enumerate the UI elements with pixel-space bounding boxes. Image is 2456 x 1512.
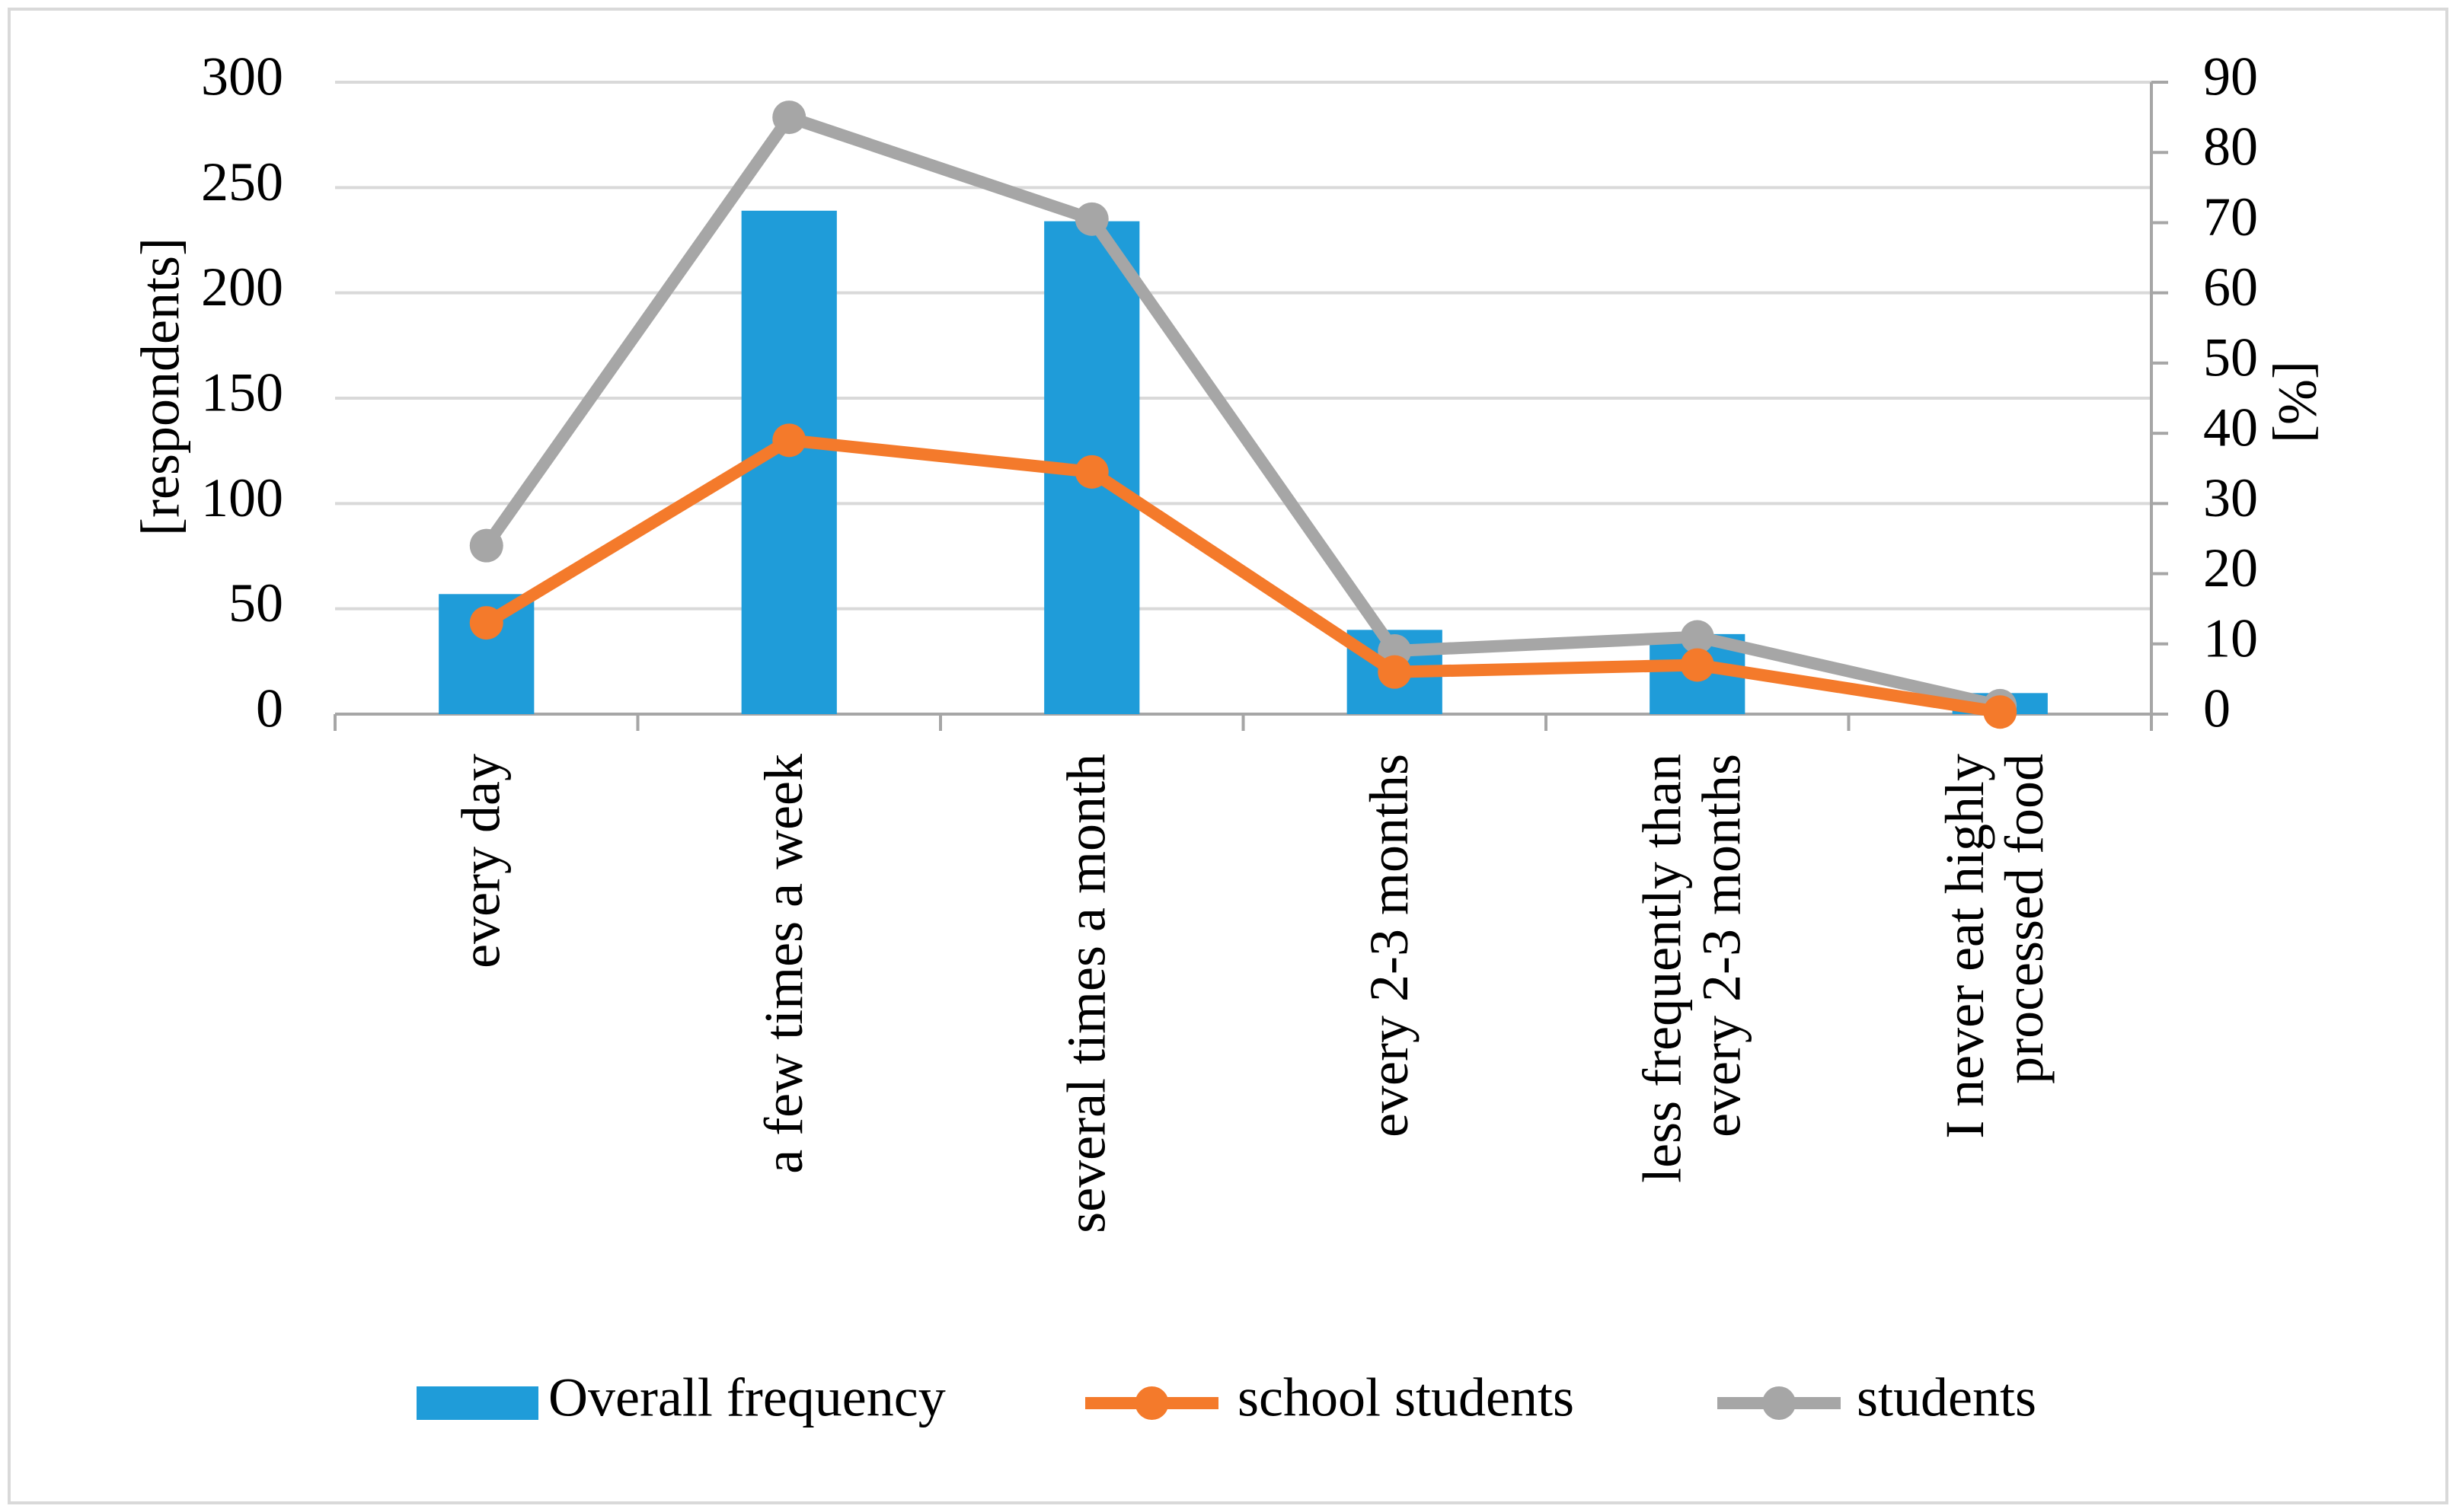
x-tick-label: processed food xyxy=(1994,754,2055,1084)
right-tick-label: 20 xyxy=(2203,537,2258,598)
data-point xyxy=(469,606,503,640)
left-tick-label: 0 xyxy=(256,678,283,739)
right-tick-label: 10 xyxy=(2203,608,2258,668)
data-point xyxy=(1075,202,1109,236)
x-tick-label: less frequently than xyxy=(1631,754,1692,1183)
x-tick-label: a few times a week xyxy=(753,754,814,1174)
x-tick-label: every 2-3 months xyxy=(1359,754,1420,1137)
tick-labels: 0 50 100 150 200 250 300 0 10 20 30 40 50 60 70 80 90 eve… xyxy=(201,46,2258,1233)
right-axis-title: [%] xyxy=(2267,361,2328,443)
chart-border xyxy=(8,8,2448,1504)
series-line xyxy=(480,434,2007,719)
left-tick-label: 300 xyxy=(201,46,283,107)
legend-swatch xyxy=(417,1386,538,1420)
left-tick-label: 200 xyxy=(201,257,283,317)
left-tick-label: 250 xyxy=(201,152,283,212)
data-point xyxy=(1680,648,1714,682)
right-tick-label: 60 xyxy=(2203,257,2258,317)
left-tick-label: 150 xyxy=(201,362,283,423)
x-tick-label: every 2-3 months xyxy=(1691,754,1752,1137)
x-tick-label: every day xyxy=(450,754,511,968)
right-tick-label: 0 xyxy=(2203,678,2231,739)
legend-label: students xyxy=(1857,1367,2036,1428)
data-point xyxy=(1378,655,1412,689)
right-tick-label: 80 xyxy=(2203,116,2258,177)
data-point xyxy=(772,423,806,458)
x-tick-label: several times a month xyxy=(1056,754,1116,1233)
right-tick-label: 70 xyxy=(2203,187,2258,247)
right-tick-label: 90 xyxy=(2203,46,2258,107)
legend-marker xyxy=(1762,1386,1796,1420)
legend-label: school students xyxy=(1238,1367,1574,1428)
right-tick-label: 40 xyxy=(2203,397,2258,458)
line-series xyxy=(469,100,2017,729)
right-tick-label: 50 xyxy=(2203,327,2258,388)
x-tick-label: I never eat highly xyxy=(1934,754,1995,1139)
legend-label: Overall frequency xyxy=(548,1367,946,1428)
axes xyxy=(334,81,2168,731)
data-point xyxy=(1075,455,1109,489)
data-point xyxy=(469,528,503,563)
data-point xyxy=(1983,695,2017,729)
right-tick-label: 30 xyxy=(2203,467,2258,528)
legend: Overall frequency school students students xyxy=(417,1367,2036,1428)
data-point xyxy=(1680,620,1714,654)
series-line xyxy=(480,111,2007,712)
left-axis-title: [respondents] xyxy=(130,238,191,536)
legend-marker xyxy=(1135,1386,1169,1420)
gridlines xyxy=(335,81,2151,611)
data-point xyxy=(772,100,806,135)
left-tick-label: 50 xyxy=(228,573,283,633)
left-tick-label: 100 xyxy=(201,467,283,528)
